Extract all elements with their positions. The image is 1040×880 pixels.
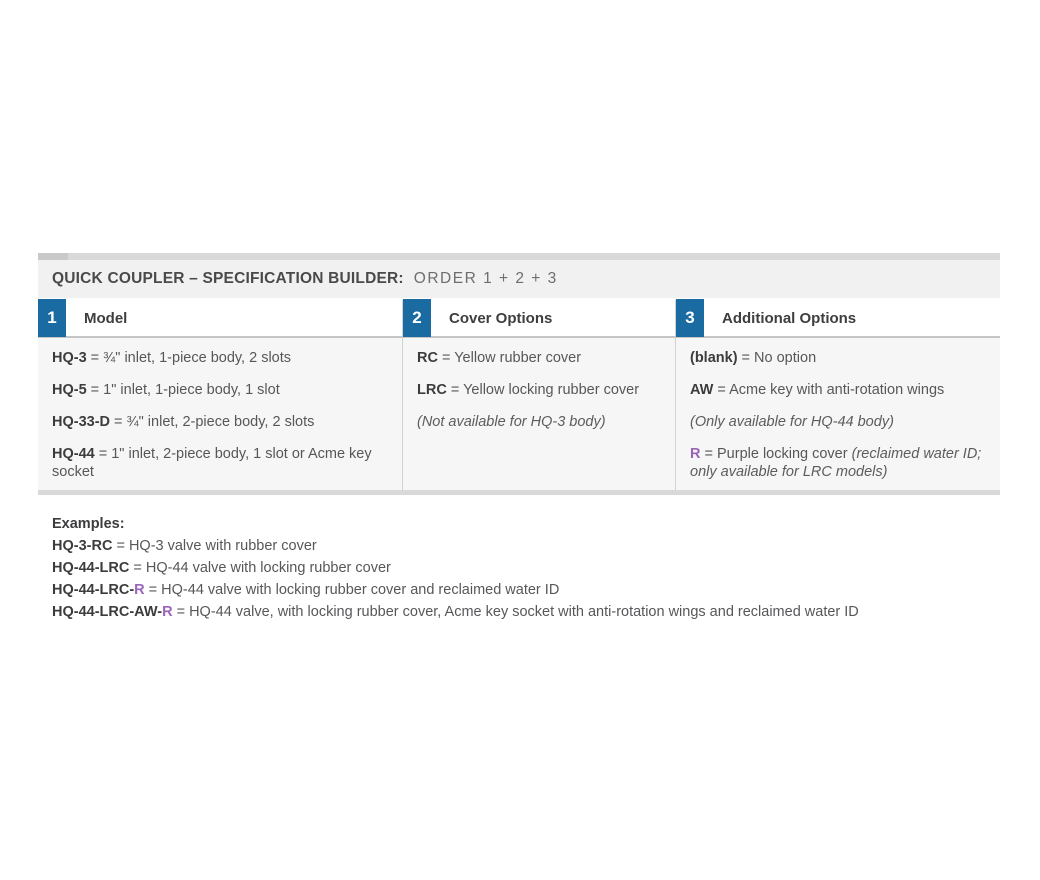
example-line-2: HQ-44-LRC = HQ-44 valve with locking rub… — [52, 557, 1012, 579]
model-code: HQ-33-D — [52, 413, 111, 430]
example-line-3: HQ-44-LRC-R = HQ-44 valve with locking r… — [52, 579, 1012, 601]
option-code: (blank) — [690, 350, 738, 366]
model-option-hq44: HQ-44 = 1" inlet, 2-piece body, 1 slot o… — [52, 445, 388, 483]
column-header-row: 1 Model 2 Cover Options 3 Additional Opt… — [38, 299, 1000, 338]
column-label-model: Model — [84, 309, 128, 327]
table-body: HQ-3 = ¾" inlet, 1-piece body, 2 slots H… — [38, 338, 1000, 491]
step-1-badge: 1 — [38, 299, 66, 337]
step-3-badge: 3 — [676, 299, 704, 337]
example-description: = HQ-3 valve with rubber cover — [112, 538, 317, 554]
model-description: = 1" inlet, 1-piece body, 1 slot — [86, 381, 280, 398]
availability-note: (reclaimed water ID; only available for … — [690, 445, 982, 481]
table-top-border — [38, 253, 1000, 260]
table-title: QUICK COUPLER – SPECIFICATION BUILDER: — [52, 270, 404, 287]
example-description: = HQ-44 valve with locking rubber cover … — [144, 582, 560, 598]
cover-option-lrc: LRC = Yellow locking rubber cover — [417, 381, 661, 400]
model-description: = 1" inlet, 2-piece body, 1 slot or Acme… — [52, 445, 372, 481]
column-header-additional-options: 3 Additional Options — [675, 299, 1000, 337]
cover-options-note: (Not available for HQ-3 body) — [417, 413, 661, 432]
column-label-cover-options: Cover Options — [449, 309, 553, 327]
model-options-list: HQ-3 = ¾" inlet, 1-piece body, 2 slots H… — [38, 338, 402, 490]
additional-options-list: (blank) = No option AW = Acme key with a… — [675, 338, 1000, 491]
table-title-bar: QUICK COUPLER – SPECIFICATION BUILDER: O… — [38, 260, 1000, 298]
cover-options-list: RC = Yellow rubber cover LRC = Yellow lo… — [402, 338, 675, 491]
model-code: HQ-5 — [52, 381, 87, 398]
example-code: HQ-44-LRC-AW- — [52, 604, 163, 620]
availability-note: (Not available for HQ-3 body) — [417, 413, 606, 430]
example-code: HQ-44-LRC — [52, 560, 130, 576]
example-description: = HQ-44 valve, with locking rubber cover… — [172, 604, 859, 620]
example-code: HQ-3-RC — [52, 538, 113, 554]
step-2-badge: 2 — [403, 299, 431, 337]
cover-code: LRC — [417, 381, 447, 398]
table-top-border-notch — [38, 253, 68, 260]
example-line-1: HQ-3-RC = HQ-3 valve with rubber cover — [52, 535, 1012, 557]
option-description: = No option — [737, 350, 817, 366]
additional-options-note: (Only available for HQ-44 body) — [690, 413, 986, 432]
table-bottom-border — [38, 490, 1000, 496]
model-code: HQ-44 — [52, 445, 95, 462]
model-option-hq33d: HQ-33-D = ¾" inlet, 2-piece body, 2 slot… — [52, 413, 388, 432]
option-code: AW — [690, 381, 714, 398]
additional-option-aw: AW = Acme key with anti-rotation wings — [690, 381, 986, 400]
additional-option-r: R = Purple locking cover (reclaimed wate… — [690, 445, 986, 483]
column-label-additional-options: Additional Options — [722, 309, 857, 327]
column-header-model: 1 Model — [38, 299, 402, 337]
spec-builder-table: QUICK COUPLER – SPECIFICATION BUILDER: O… — [38, 253, 1000, 496]
availability-note: (Only available for HQ-44 body) — [690, 413, 894, 430]
examples-section: Examples: HQ-3-RC = HQ-3 valve with rubb… — [52, 513, 1012, 623]
cover-code: RC — [417, 350, 438, 366]
example-code-r: R — [134, 582, 145, 598]
order-sequence-text: ORDER 1 + 2 + 3 — [413, 270, 558, 287]
option-code-r: R — [690, 445, 701, 462]
cover-description: = Yellow locking rubber cover — [446, 381, 640, 398]
example-code: HQ-44-LRC- — [52, 582, 135, 598]
example-code-r: R — [162, 604, 173, 620]
cover-option-rc: RC = Yellow rubber cover — [417, 349, 661, 368]
option-description: = Purple locking cover — [700, 445, 852, 462]
model-option-hq3: HQ-3 = ¾" inlet, 1-piece body, 2 slots — [52, 349, 388, 368]
model-description: = ¾" inlet, 1-piece body, 2 slots — [86, 350, 292, 366]
cover-description: = Yellow rubber cover — [437, 350, 582, 366]
option-description: = Acme key with anti-rotation wings — [713, 381, 945, 398]
example-description: = HQ-44 valve with locking rubber cover — [129, 560, 391, 576]
model-code: HQ-3 — [52, 350, 87, 366]
column-header-cover-options: 2 Cover Options — [402, 299, 675, 337]
examples-heading: Examples: — [52, 516, 125, 532]
model-option-hq5: HQ-5 = 1" inlet, 1-piece body, 1 slot — [52, 381, 388, 400]
additional-option-blank: (blank) = No option — [690, 349, 986, 368]
model-description: = ¾" inlet, 2-piece body, 2 slots — [110, 413, 315, 430]
example-line-4: HQ-44-LRC-AW-R = HQ-44 valve, with locki… — [52, 601, 1012, 623]
